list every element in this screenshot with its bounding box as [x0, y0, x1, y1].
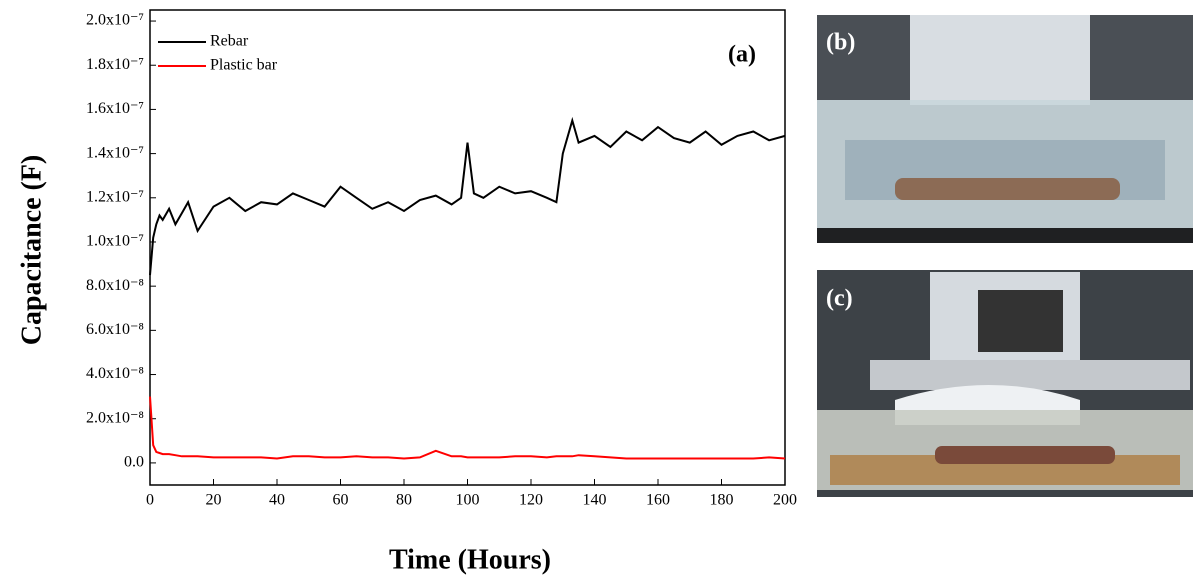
x-tick-label: 120	[519, 492, 543, 509]
photo-b: (b)	[817, 15, 1193, 243]
y-tick-label: 1.4x10⁻⁷	[86, 144, 144, 161]
photo-c: (c)	[817, 270, 1193, 497]
x-tick-label: 40	[269, 492, 285, 509]
y-tick-label: 0.0	[124, 454, 144, 471]
series-line	[149, 396, 786, 460]
x-tick-label: 20	[206, 492, 222, 509]
monitor	[910, 15, 1090, 105]
y-tick-label: 1.8x10⁻⁷	[86, 56, 144, 73]
instrument	[870, 360, 1190, 390]
x-tick-label: 100	[456, 492, 480, 509]
legend-label: Rebar	[210, 33, 249, 50]
x-tick-label: 200	[773, 492, 797, 509]
x-tick-label: 180	[710, 492, 734, 509]
x-tick-label: 60	[333, 492, 349, 509]
x-tick-label: 160	[646, 492, 670, 509]
bar	[895, 178, 1120, 200]
x-axis-title: Time (Hours)	[389, 544, 551, 575]
x-tick-label: 140	[583, 492, 607, 509]
y-tick-label: 6.0x10⁻⁸	[86, 321, 144, 338]
y-tick-label: 1.0x10⁻⁷	[86, 233, 144, 250]
table	[817, 228, 1193, 243]
y-tick-label: 1.6x10⁻⁷	[86, 100, 144, 117]
x-tick-label: 0	[146, 492, 154, 509]
screen	[978, 290, 1063, 352]
panel-label: (a)	[728, 42, 756, 68]
x-tick-label: 80	[396, 492, 412, 509]
y-tick-label: 4.0x10⁻⁸	[86, 365, 144, 382]
bar	[935, 446, 1115, 464]
series-line	[149, 116, 786, 276]
y-axis-title: Capacitance (F)	[16, 155, 47, 346]
y-tick-label: 1.2x10⁻⁷	[86, 188, 144, 205]
y-tick-label: 2.0x10⁻⁷	[86, 12, 144, 29]
photo-label: (b)	[826, 30, 855, 56]
plot-frame	[149, 9, 786, 486]
y-tick-label: 2.0x10⁻⁸	[86, 409, 144, 426]
legend-label: Plastic bar	[210, 57, 278, 74]
y-tick-label: 8.0x10⁻⁸	[86, 277, 144, 294]
photo-label: (c)	[826, 286, 853, 312]
